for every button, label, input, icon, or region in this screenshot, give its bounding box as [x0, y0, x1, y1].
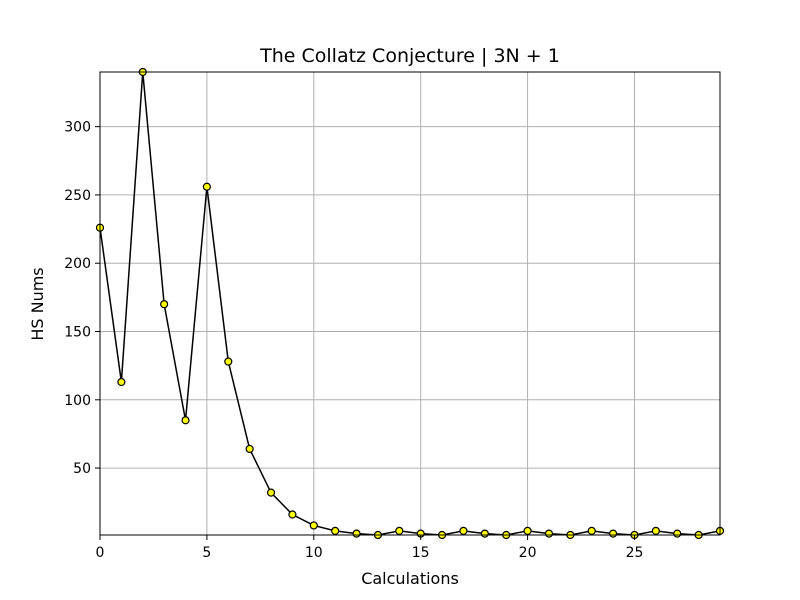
x-tick-label: 5: [202, 545, 211, 561]
y-tick-label: 100: [64, 393, 91, 409]
data-point: [266, 488, 276, 497]
data-point: [181, 416, 190, 425]
data-point: [117, 377, 126, 387]
data-point: [459, 526, 468, 536]
data-point: [202, 182, 211, 191]
y-axis-label: HS Nums: [28, 267, 47, 340]
data-point: [288, 510, 297, 519]
y-tick-label: 150: [64, 324, 91, 340]
data-point: [245, 444, 254, 454]
x-tick-label: 20: [519, 545, 537, 561]
x-axis-label: Calculations: [361, 569, 459, 588]
x-tick-label: 10: [305, 545, 323, 561]
data-point: [395, 526, 404, 536]
x-tick-label: 25: [626, 545, 644, 561]
data-point: [544, 529, 554, 538]
y-ticks-group: 50 100 150 200 250 300: [64, 120, 100, 477]
chart-title: The Collatz Conjecture | 3N + 1: [259, 45, 560, 67]
x-tick-label: 0: [96, 545, 105, 561]
y-tick-label: 200: [64, 256, 91, 272]
data-point: [523, 526, 532, 536]
data-point: [587, 526, 596, 536]
data-point: [224, 357, 233, 366]
x-ticks-group: 0 5 10 15 20 25: [96, 535, 644, 561]
plot-frame: [99, 71, 721, 536]
data-point: [673, 529, 682, 538]
series-line-group: [99, 71, 721, 536]
y-tick-label: 250: [64, 188, 91, 204]
data-point: [609, 529, 618, 538]
data-point: [309, 521, 318, 530]
data-point: [331, 526, 340, 536]
x-tick-label: 15: [412, 545, 430, 561]
data-point: [651, 526, 660, 536]
y-tick-label: 300: [64, 120, 91, 136]
data-point: [160, 300, 169, 309]
grid: [100, 72, 720, 535]
y-tick-label: 50: [73, 461, 91, 477]
data-point: [352, 529, 361, 538]
series-line: [99, 71, 721, 536]
data-point: [480, 529, 489, 538]
